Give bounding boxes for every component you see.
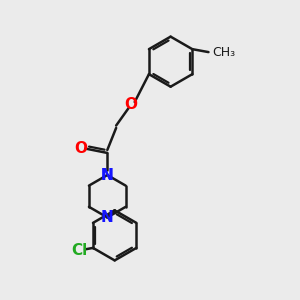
Text: N: N — [101, 167, 114, 182]
Text: O: O — [124, 97, 137, 112]
Text: Cl: Cl — [72, 243, 88, 258]
Text: N: N — [101, 210, 114, 225]
Text: O: O — [74, 141, 87, 156]
Text: CH₃: CH₃ — [212, 46, 235, 59]
Text: N: N — [101, 167, 114, 182]
